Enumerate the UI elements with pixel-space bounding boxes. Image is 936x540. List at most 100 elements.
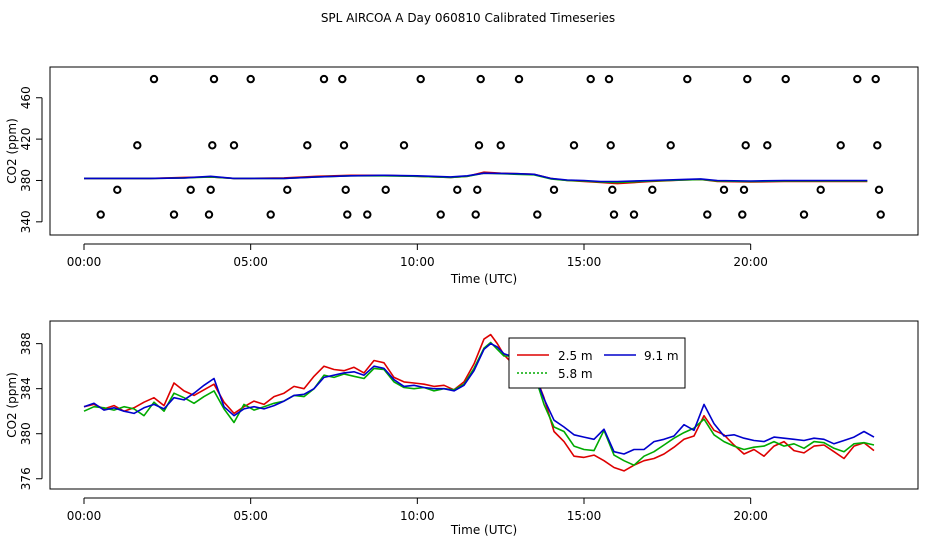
x-tick-label: 10:00 bbox=[400, 509, 435, 523]
data-point bbox=[816, 185, 825, 195]
data-point bbox=[303, 141, 312, 150]
y-tick-label: 340 bbox=[19, 210, 33, 233]
y-tick-label: 380 bbox=[19, 169, 33, 192]
data-point bbox=[763, 141, 772, 150]
data-point bbox=[186, 185, 195, 195]
data-point bbox=[339, 141, 349, 150]
top-panel: 00:00 05:00 10:00 15:00 20:00 340 380 420 460 T… bbox=[5, 66, 919, 286]
data-point bbox=[569, 141, 579, 150]
legend-entry: 9.1 m bbox=[604, 349, 679, 363]
y-tick-label: 380 bbox=[19, 422, 33, 445]
data-point bbox=[363, 210, 372, 219]
data-point bbox=[96, 210, 105, 219]
x-tick-label: 15:00 bbox=[567, 509, 602, 523]
y-tick-label: 460 bbox=[19, 86, 33, 109]
legend: 2.5 m 5.8 m 9.1 m bbox=[508, 337, 686, 389]
data-point bbox=[204, 210, 214, 219]
x-tick-label: 00:00 bbox=[67, 255, 102, 269]
top-x-axis: 00:00 05:00 10:00 15:00 20:00 bbox=[67, 243, 768, 269]
series-line bbox=[83, 341, 875, 467]
top-series-lines bbox=[84, 171, 868, 185]
data-point bbox=[113, 185, 122, 195]
data-point bbox=[781, 74, 790, 84]
data-point bbox=[683, 74, 692, 84]
data-point bbox=[629, 210, 639, 219]
series-line bbox=[83, 342, 875, 455]
chart-title: SPL AIRCOA A Day 060810 Calibrated Times… bbox=[321, 11, 615, 25]
series-line bbox=[84, 172, 868, 183]
data-point bbox=[549, 185, 559, 195]
data-point bbox=[209, 74, 219, 84]
data-point bbox=[266, 210, 275, 219]
data-point bbox=[453, 185, 462, 195]
data-point bbox=[873, 141, 882, 150]
top-y-label: CO2 (ppm) bbox=[5, 118, 19, 184]
y-tick-label: 376 bbox=[19, 467, 33, 490]
data-point bbox=[341, 185, 350, 195]
x-tick-label: 00:00 bbox=[67, 509, 102, 523]
data-point bbox=[416, 74, 425, 84]
data-point bbox=[836, 141, 845, 150]
data-point bbox=[533, 210, 542, 219]
data-point bbox=[853, 74, 862, 84]
top-plot-frame bbox=[49, 66, 919, 236]
data-point bbox=[799, 210, 809, 219]
data-point bbox=[604, 74, 614, 84]
data-point bbox=[399, 141, 409, 150]
data-point bbox=[741, 141, 750, 150]
data-point bbox=[476, 74, 485, 84]
data-point bbox=[608, 185, 617, 195]
data-point bbox=[703, 210, 712, 219]
data-point bbox=[874, 185, 884, 195]
data-point bbox=[206, 185, 215, 195]
data-point bbox=[149, 74, 159, 84]
bottom-series-lines bbox=[83, 333, 875, 472]
data-point bbox=[606, 141, 615, 150]
legend-box bbox=[508, 337, 686, 389]
data-point bbox=[666, 141, 675, 150]
data-point bbox=[319, 74, 329, 84]
legend-entry: 2.5 m bbox=[517, 349, 593, 363]
legend-label: 5.8 m bbox=[558, 367, 593, 381]
data-point bbox=[473, 185, 482, 195]
y-tick-label: 420 bbox=[19, 128, 33, 151]
bottom-y-axis: 376 380 384 388 bbox=[19, 332, 43, 490]
series-line bbox=[83, 333, 875, 472]
x-tick-label: 20:00 bbox=[733, 255, 768, 269]
data-point bbox=[338, 74, 347, 84]
legend-label: 2.5 m bbox=[558, 349, 593, 363]
data-point bbox=[586, 74, 595, 84]
bottom-panel: 00:00 05:00 10:00 15:00 20:00 376 380 384 388 T… bbox=[5, 320, 919, 537]
legend-label: 9.1 m bbox=[644, 349, 679, 363]
x-tick-label: 05:00 bbox=[233, 509, 268, 523]
data-point bbox=[436, 210, 445, 219]
data-point bbox=[169, 210, 179, 219]
data-point bbox=[474, 141, 484, 150]
bottom-x-axis: 00:00 05:00 10:00 15:00 20:00 bbox=[67, 497, 768, 523]
data-point bbox=[496, 141, 505, 150]
data-point bbox=[871, 74, 880, 84]
bottom-x-label: Time (UTC) bbox=[450, 523, 517, 537]
bottom-plot-frame bbox=[49, 320, 919, 490]
data-point bbox=[133, 141, 142, 150]
legend-entry: 5.8 m bbox=[517, 367, 593, 381]
data-point bbox=[208, 141, 217, 150]
data-point bbox=[609, 210, 619, 219]
y-tick-label: 384 bbox=[19, 377, 33, 400]
data-point bbox=[343, 210, 352, 219]
data-point bbox=[648, 185, 657, 195]
data-point bbox=[381, 185, 390, 195]
data-point bbox=[739, 185, 749, 195]
x-tick-label: 20:00 bbox=[733, 509, 768, 523]
x-tick-label: 10:00 bbox=[400, 255, 435, 269]
x-tick-label: 05:00 bbox=[233, 255, 268, 269]
data-point bbox=[719, 185, 729, 195]
top-y-axis: 340 380 420 460 bbox=[19, 86, 43, 233]
data-point bbox=[283, 185, 292, 195]
data-point bbox=[246, 74, 255, 84]
data-point bbox=[229, 141, 239, 150]
data-point bbox=[471, 210, 480, 219]
data-point bbox=[738, 210, 747, 219]
data-point bbox=[743, 74, 752, 84]
